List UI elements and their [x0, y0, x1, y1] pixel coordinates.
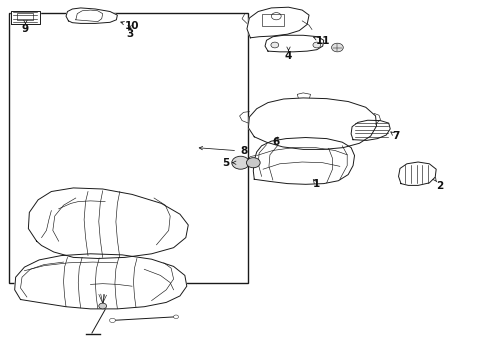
Circle shape [270, 42, 278, 48]
Text: 6: 6 [272, 137, 279, 147]
Text: 1: 1 [313, 179, 320, 189]
Polygon shape [398, 162, 435, 185]
Circle shape [109, 318, 115, 323]
Polygon shape [11, 11, 40, 24]
Text: 8: 8 [241, 146, 247, 156]
Bar [9, 13, 248, 283]
Polygon shape [253, 138, 354, 184]
Text: 10: 10 [124, 21, 139, 31]
Text: 3: 3 [126, 29, 133, 39]
Text: 7: 7 [391, 131, 399, 141]
Polygon shape [66, 8, 117, 23]
Bar [17, 13, 33, 20]
Polygon shape [264, 35, 323, 52]
Polygon shape [15, 254, 186, 309]
Text: 9: 9 [22, 24, 29, 34]
Polygon shape [350, 120, 389, 140]
Circle shape [173, 315, 178, 319]
Circle shape [231, 156, 249, 169]
Text: 2: 2 [436, 181, 443, 192]
Circle shape [99, 303, 106, 309]
Circle shape [331, 43, 343, 52]
Bar [261, 14, 283, 26]
Polygon shape [246, 7, 308, 38]
Polygon shape [248, 98, 376, 149]
Text: 5: 5 [222, 158, 229, 168]
Polygon shape [28, 188, 188, 258]
Text: 4: 4 [284, 51, 292, 61]
Text: 11: 11 [315, 36, 329, 46]
Circle shape [312, 42, 320, 48]
Circle shape [246, 158, 260, 168]
